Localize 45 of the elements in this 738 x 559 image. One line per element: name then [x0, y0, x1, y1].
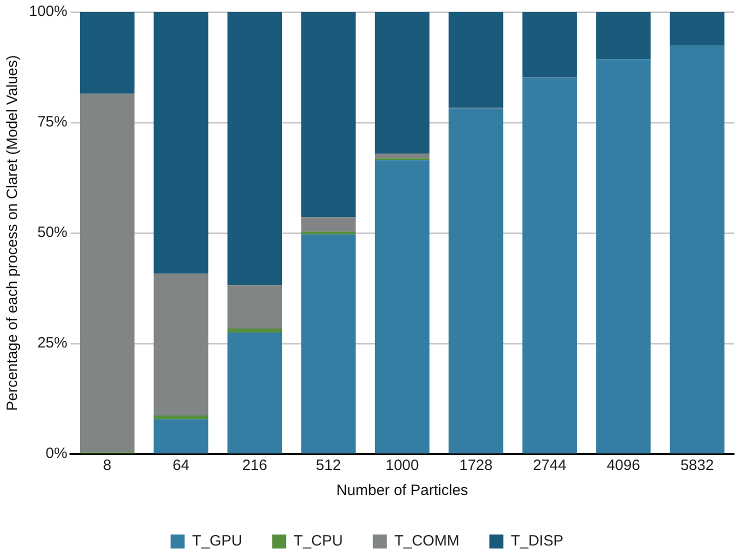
x-tick-label: 4096	[606, 457, 640, 474]
bar	[154, 274, 208, 416]
bar	[154, 419, 208, 454]
x-tick-label: 1728	[459, 457, 493, 474]
x-tick-label: 216	[242, 457, 268, 474]
bar	[154, 12, 208, 274]
y-axis-title: Percentage of each process on Claret (Model Values)	[4, 55, 22, 411]
legend-label: T_CPU	[294, 532, 343, 550]
bar	[80, 94, 135, 452]
x-tick-label: 2744	[532, 457, 566, 474]
bar	[522, 77, 577, 454]
x-axis-title: Number of Particles	[336, 482, 468, 500]
y-tick-label: 25%	[37, 334, 68, 352]
legend-label: T_GPU	[192, 532, 242, 550]
x-tick-label: 8	[103, 457, 112, 474]
legend-label: T_DISP	[510, 532, 564, 550]
bar	[374, 12, 430, 154]
bar	[301, 12, 356, 218]
bar	[670, 12, 724, 46]
x-tick-label: 1000	[385, 457, 419, 474]
bar	[80, 12, 135, 94]
bar	[448, 108, 504, 454]
bar	[448, 12, 504, 108]
y-tick-label: 50%	[37, 224, 68, 242]
bar	[374, 160, 430, 454]
x-tick-label: 5832	[680, 457, 714, 474]
bar	[301, 217, 356, 232]
bar	[301, 232, 356, 234]
bar	[301, 234, 356, 454]
bar	[374, 153, 430, 158]
bar	[596, 12, 651, 60]
x-tick-label: 512	[316, 457, 341, 474]
bar	[154, 416, 208, 420]
legend-label: T_COMM	[394, 532, 460, 550]
bar	[522, 12, 577, 77]
bar	[227, 328, 282, 332]
x-tick-label: 64	[172, 457, 190, 474]
bar	[227, 285, 282, 328]
y-tick-label: 0%	[46, 445, 68, 462]
bar	[596, 59, 651, 454]
bar	[227, 332, 282, 454]
y-tick-label: 100%	[28, 3, 68, 20]
y-tick-label: 75%	[37, 114, 68, 131]
bar	[227, 12, 282, 286]
bar	[670, 46, 724, 454]
